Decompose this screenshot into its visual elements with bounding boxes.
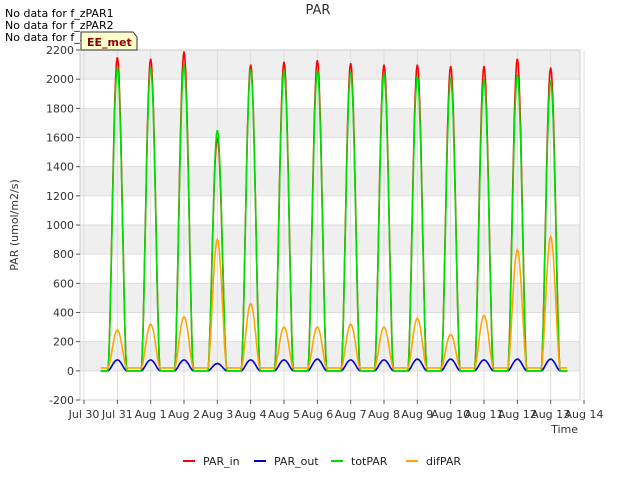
background-bands [80, 50, 580, 371]
y-axis-ticks: -200 0 200 400 600 800 1000 1200 1400 1600 1800 200… [46, 44, 80, 407]
legend-label-totPAR: totPAR [351, 455, 388, 468]
badge: EE_met [80, 31, 138, 51]
x-tick-label: Aug 10 [431, 408, 470, 421]
y-tick-label: 1400 [46, 161, 74, 174]
badge-background [80, 31, 138, 51]
x-tick-label: Aug 13 [531, 408, 570, 421]
legend-label-difPAR: difPAR [426, 455, 461, 468]
badge-label: EE_met [87, 36, 132, 49]
x-tick-label: Aug 2 [168, 408, 200, 421]
x-tick-label: Aug 9 [401, 408, 433, 421]
series-line-difPAR [100, 234, 568, 369]
x-tick-label: Aug 4 [235, 408, 267, 421]
x-tick-label: Aug 6 [301, 408, 333, 421]
legend-label-PAR_out: PAR_out [274, 455, 319, 468]
y-tick-label: 1800 [46, 102, 74, 115]
series-group [100, 51, 568, 372]
y-tick-label: 200 [53, 336, 74, 349]
y-tick-label: 1000 [46, 219, 74, 232]
y-tick-label: 1200 [46, 190, 74, 203]
y-tick-label: 1600 [46, 132, 74, 145]
legend-label-PAR_in: PAR_in [203, 455, 240, 468]
x-tick-label: Aug 14 [565, 408, 604, 421]
band [80, 50, 580, 80]
legend: PAR_in PAR_out totPAR difPAR [183, 455, 461, 468]
series-line-PAR_in [100, 51, 568, 372]
band [80, 225, 580, 255]
x-tick-label: Aug 11 [465, 408, 504, 421]
y-tick-label: 600 [53, 277, 74, 290]
no-data-note-2: No data for f_zPAR2 [5, 19, 114, 32]
y-axis-title: PAR (umol/m2/s) [8, 179, 21, 271]
band [80, 341, 580, 371]
band [80, 283, 580, 313]
x-axis-title: Time [550, 423, 578, 436]
y-tick-label: 2000 [46, 73, 74, 86]
chart-title: PAR [306, 3, 331, 18]
x-tick-label: Aug 3 [201, 408, 233, 421]
series-line-totPAR [100, 64, 568, 372]
band [80, 108, 580, 138]
band [80, 166, 580, 196]
no-data-note-1: No data for f_zPAR1 [5, 7, 114, 20]
x-tick-label: Aug 5 [268, 408, 300, 421]
x-tick-label: Jul 30 [68, 408, 100, 421]
x-tick-label: Aug 1 [135, 408, 167, 421]
x-tick-label: Aug 7 [335, 408, 367, 421]
y-tick-label: -200 [49, 394, 74, 407]
x-tick-label: Jul 31 [101, 408, 133, 421]
y-tick-label: 2200 [46, 44, 74, 57]
x-tick-label: Aug 12 [498, 408, 537, 421]
y-tick-label: 400 [53, 307, 74, 320]
x-axis-ticks: Jul 30 Jul 31 Aug 1 Aug 2 Aug 3 Aug 4 Aug 5 Aug… [68, 400, 604, 421]
x-tick-label: Aug 8 [368, 408, 400, 421]
y-tick-label: 0 [67, 365, 74, 378]
y-tick-label: 800 [53, 248, 74, 261]
